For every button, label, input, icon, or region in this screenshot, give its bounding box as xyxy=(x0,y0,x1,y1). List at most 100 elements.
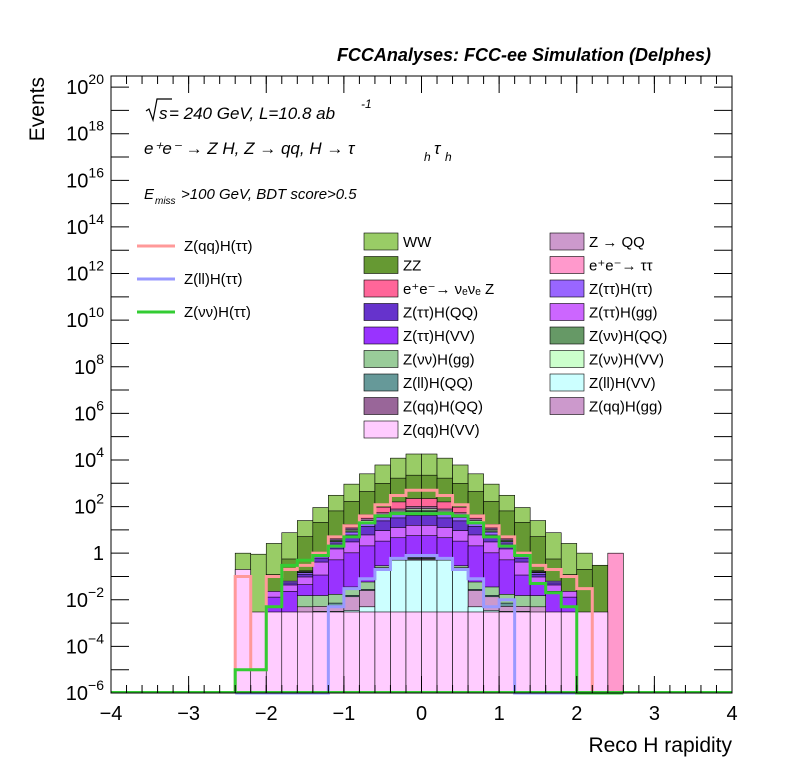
legend-label: Z → QQ xyxy=(589,234,645,251)
legend-swatch xyxy=(549,397,585,415)
histogram-bar xyxy=(343,611,360,694)
histogram-bar xyxy=(514,611,531,694)
y-tick-label: 1014 xyxy=(66,211,104,239)
histogram-bar xyxy=(234,569,252,694)
x-tick-label: 2 xyxy=(571,703,582,725)
histogram-bar xyxy=(467,611,484,694)
annotation-cuts: E miss >100 GeV, BDT score>0.5 xyxy=(144,186,357,207)
legend-swatch xyxy=(549,350,585,368)
x-tick-label: −2 xyxy=(255,703,278,725)
signal-line xyxy=(233,512,624,695)
y-axis-title: Events xyxy=(26,77,49,141)
annotation-cuts-sub: miss xyxy=(155,196,176,207)
legend-label: Z(ll)H(QQ) xyxy=(403,375,473,392)
x-tick-label: 3 xyxy=(649,703,660,725)
legend-label: Z(qq)H(VV) xyxy=(403,422,480,439)
y-tick-label: 1020 xyxy=(66,71,104,99)
histogram-bars xyxy=(234,453,624,694)
legend-label: e⁺e⁻→ ττ xyxy=(589,258,653,275)
legend-swatch xyxy=(363,373,399,392)
signal-line xyxy=(233,488,624,695)
histogram-bar xyxy=(281,611,298,694)
x-tick-label: −4 xyxy=(100,703,123,725)
histogram-bar xyxy=(560,611,578,694)
histogram-bar xyxy=(390,611,407,694)
legend-swatch xyxy=(363,256,399,274)
y-tick-label: 1 xyxy=(93,543,104,565)
y-tick-label: 1012 xyxy=(66,258,104,286)
annotation-lumi-exponent: -1 xyxy=(361,97,372,111)
histogram-bar xyxy=(498,611,515,694)
y-tick-label: 102 xyxy=(74,491,104,519)
legend: Z(qq)H(ττ) Z(ll)H(ττ) Z(νν)H(ττ) WW ZZ e⁺e⁻→ … xyxy=(137,232,667,439)
y-tick-label: 1016 xyxy=(66,164,104,192)
y-tick-label: 106 xyxy=(74,397,104,425)
legend-label: Z(νν)H(gg) xyxy=(403,352,475,369)
legend-swatch xyxy=(549,256,585,274)
x-tick-label: −1 xyxy=(332,703,355,725)
histogram-bar xyxy=(452,611,469,694)
annotation-sqrt-s: s xyxy=(159,104,168,123)
legend-label: Z(qq)H(QQ) xyxy=(403,399,483,416)
y-tick-label: 10−4 xyxy=(66,630,104,658)
sqrt-symbol-icon xyxy=(145,98,172,123)
histogram-bar xyxy=(250,611,267,694)
annotation-cuts-text: >100 GeV, BDT score>0.5 xyxy=(181,186,357,203)
histogram-bar xyxy=(545,611,562,694)
legend-swatch xyxy=(363,326,399,345)
legend-label: Z(ll)H(ττ) xyxy=(184,271,243,288)
axes: −4 −3 −2 −1 0 1 2 3 4 10−6 10−4 10−2 1 102 104 106 108 10… xyxy=(66,71,738,725)
histogram-bar xyxy=(607,552,624,694)
histogram-bar xyxy=(359,611,376,694)
legend-label: Z(ττ)H(ττ) xyxy=(589,281,653,298)
histogram-bar xyxy=(483,611,500,694)
y-tick-label: 1010 xyxy=(66,304,104,332)
legend-label: Z(qq)H(ττ) xyxy=(184,238,253,255)
legend-swatch xyxy=(549,373,585,392)
legend-label: Z(ττ)H(gg) xyxy=(589,305,658,322)
histogram-bar xyxy=(529,611,546,694)
legend-label: Z(ττ)H(QQ) xyxy=(403,305,478,322)
histogram-bar xyxy=(421,611,438,694)
annotation-process-sub2: h xyxy=(445,150,452,164)
histogram-bar xyxy=(265,611,283,694)
legend-label: ZZ xyxy=(403,258,421,275)
x-tick-label: 1 xyxy=(494,703,505,725)
legend-swatch xyxy=(363,350,399,368)
histogram-bar xyxy=(374,611,391,694)
annotation-cuts-e: E xyxy=(144,186,155,203)
annotation-process-tail: τ xyxy=(434,139,442,158)
legend-label: WW xyxy=(403,234,432,251)
legend-label: Z(ττ)H(VV) xyxy=(403,328,475,345)
histogram-bar xyxy=(296,611,314,694)
legend-label: Z(ll)H(VV) xyxy=(589,375,656,392)
legend-label: Z(νν)H(VV) xyxy=(589,352,664,369)
y-tick-label: 108 xyxy=(74,351,104,379)
legend-swatch xyxy=(363,232,399,251)
legend-swatch xyxy=(363,397,399,415)
histogram-bar xyxy=(312,611,329,694)
x-tick-label: −3 xyxy=(177,703,200,725)
legend-label: Z(νν)H(ττ) xyxy=(184,304,251,321)
annotation-process-text: e⁺e⁻ → Z H, Z → qq, H → τ xyxy=(144,139,356,158)
legend-swatch xyxy=(363,420,399,439)
histogram-bar xyxy=(591,611,609,694)
legend-swatch xyxy=(363,279,399,298)
legend-label: e⁺e⁻→ νₑνₑ Z xyxy=(403,281,494,298)
y-tick-label: 1018 xyxy=(66,118,104,146)
legend-swatch xyxy=(363,303,399,321)
legend-swatch xyxy=(549,279,585,298)
histogram-bar xyxy=(576,611,593,694)
annotation-process-sub: h xyxy=(424,150,431,164)
legend-label: Z(qq)H(gg) xyxy=(589,399,662,416)
legend-label: Z(νν)H(QQ) xyxy=(589,328,667,345)
histogram-bar xyxy=(436,611,453,694)
y-tick-label: 10−2 xyxy=(66,584,104,612)
chart-title: FCCAnalyses: FCC-ee Simulation (Delphes) xyxy=(337,45,711,65)
legend-swatch xyxy=(549,303,585,321)
histogram-bar xyxy=(328,611,345,694)
annotation-energy-lumi: = 240 GeV, L=10.8 ab xyxy=(169,104,335,123)
legend-swatch xyxy=(549,232,585,251)
histogram-bar xyxy=(405,611,422,694)
